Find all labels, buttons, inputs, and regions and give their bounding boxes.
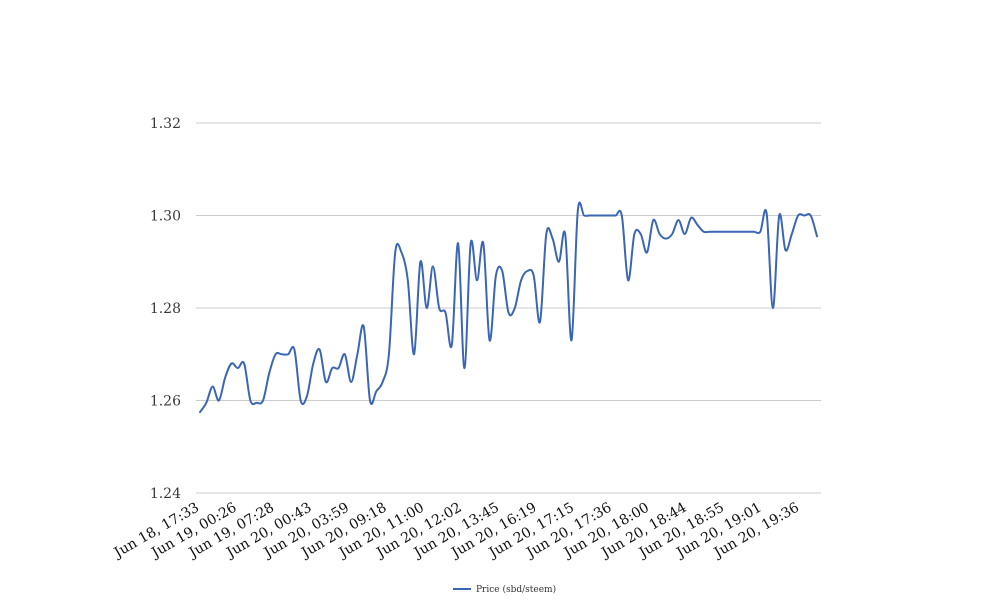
y-tick-label: 1.24 [150, 486, 181, 502]
legend: Price (sbd/steem) [453, 584, 556, 595]
legend-label: Price (sbd/steem) [476, 584, 556, 595]
y-tick-label: 1.30 [150, 209, 181, 225]
y-tick-label: 1.26 [150, 394, 181, 410]
y-tick-label: 1.28 [150, 301, 181, 317]
y-tick-label: 1.32 [150, 116, 181, 132]
price-series-line [199, 201, 818, 414]
y-axis-ticks: 1.24 1.26 1.28 1.30 1.32 [150, 116, 181, 502]
